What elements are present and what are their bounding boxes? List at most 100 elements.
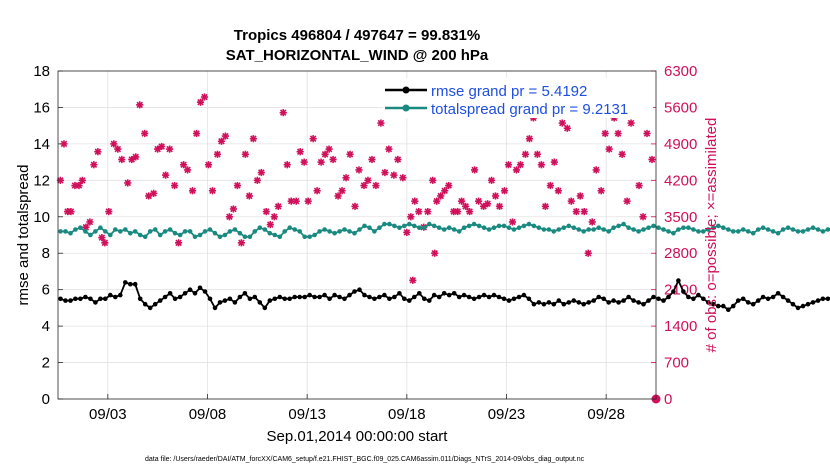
series-point — [636, 229, 641, 234]
obs-assimilated-point — [241, 150, 249, 158]
series-point — [691, 296, 696, 302]
series-point — [566, 300, 572, 305]
series-point — [327, 296, 332, 302]
obs-assimilated-point — [437, 192, 445, 200]
obs-assimilated-point — [643, 129, 651, 138]
series-point — [711, 301, 716, 307]
series-point — [407, 221, 412, 227]
line-series-group — [58, 221, 830, 313]
obs-assimilated-point — [217, 137, 226, 145]
series-point — [88, 296, 93, 302]
series-point — [471, 296, 477, 302]
series-point — [451, 291, 457, 296]
series-point — [541, 301, 547, 307]
series-point — [142, 234, 148, 240]
series-point — [207, 296, 213, 302]
series-point — [730, 229, 736, 234]
series-point — [312, 294, 317, 300]
series-point — [412, 294, 417, 300]
series-point — [397, 291, 402, 296]
series-point — [795, 305, 801, 311]
y-tick-label: 12 — [33, 172, 50, 189]
y-tick-label: 16 — [33, 99, 50, 116]
series-point — [810, 300, 816, 305]
series-point — [387, 296, 392, 302]
series-point — [671, 289, 676, 294]
obs-assimilated-point — [154, 145, 162, 153]
series-point — [760, 294, 766, 300]
x-tick-label: 09/28 — [587, 406, 625, 423]
obs-assimilated-point — [614, 129, 622, 138]
series-point — [167, 291, 173, 296]
obs-assimilated-point — [424, 207, 432, 216]
obs-assimilated-point — [454, 207, 462, 216]
obs-count-series — [56, 83, 661, 404]
series-point — [257, 300, 263, 305]
series-point — [496, 223, 502, 229]
series-point — [755, 227, 761, 232]
series-point — [646, 225, 651, 230]
obs-assimilated-point — [618, 150, 626, 158]
series-point — [402, 223, 407, 229]
series-point — [486, 294, 492, 300]
series-point — [651, 223, 656, 229]
series-point — [571, 298, 577, 303]
series-point — [581, 301, 586, 307]
series-rmse — [58, 278, 830, 313]
obs-assimilated-point — [504, 161, 513, 169]
y-tick-label: 8 — [42, 245, 50, 262]
series-point — [651, 294, 656, 300]
series-point — [142, 301, 148, 307]
series-point — [666, 294, 671, 300]
series-point — [407, 298, 412, 303]
series-point — [73, 296, 78, 302]
obs-assimilated-point — [245, 192, 253, 200]
series-point — [596, 225, 601, 230]
series-point — [641, 227, 646, 232]
obs-assimilated-point — [338, 187, 346, 195]
obs-assimilated-point — [183, 166, 192, 174]
series-point — [307, 292, 313, 298]
obs-assimilated-point — [145, 192, 153, 200]
y-right-tick-label: 4900 — [664, 136, 697, 153]
obs-assimilated-point — [98, 234, 106, 242]
x-axis: 09/03 09/08 09/13 09/18 09/23 09/28 — [89, 394, 625, 423]
obs-assimilated-point — [124, 179, 132, 187]
obs-assimilated-point — [500, 187, 509, 195]
series-point — [591, 227, 596, 232]
series-point — [755, 298, 761, 303]
series-point — [436, 294, 442, 300]
series-point — [68, 298, 73, 303]
obs-assimilated-point — [394, 155, 402, 164]
y-axis-right-label: # of obs: o=possible; ×=assimilated — [703, 118, 720, 353]
series-point — [212, 305, 218, 311]
obs-assimilated-point — [101, 239, 109, 247]
series-point — [800, 229, 806, 234]
obs-assimilated-point — [403, 228, 411, 236]
series-point — [302, 294, 308, 300]
obs-assimilated-point — [512, 166, 521, 174]
series-point — [157, 232, 163, 238]
series-point — [187, 229, 193, 234]
plot-area — [58, 71, 656, 399]
obs-assimilated-point — [385, 145, 393, 153]
series-point — [521, 223, 527, 229]
obs-assimilated-point — [516, 161, 525, 169]
obs-assimilated-point — [648, 155, 656, 164]
series-point — [247, 234, 253, 240]
series-point — [123, 280, 128, 285]
obs-assimilated-point — [296, 148, 304, 156]
series-point — [282, 296, 288, 302]
series-point — [611, 298, 616, 303]
obs-assimilated-point — [317, 158, 325, 166]
obs-assimilated-point — [118, 155, 126, 164]
obs-assimilated-point — [483, 200, 492, 208]
series-point — [182, 229, 188, 234]
series-point — [556, 227, 562, 232]
series-point — [247, 296, 253, 302]
series-point — [222, 298, 228, 303]
obs-assimilated-point — [360, 181, 368, 190]
obs-assimilated-point — [158, 142, 166, 151]
series-point — [606, 229, 611, 234]
series-point — [681, 289, 686, 294]
